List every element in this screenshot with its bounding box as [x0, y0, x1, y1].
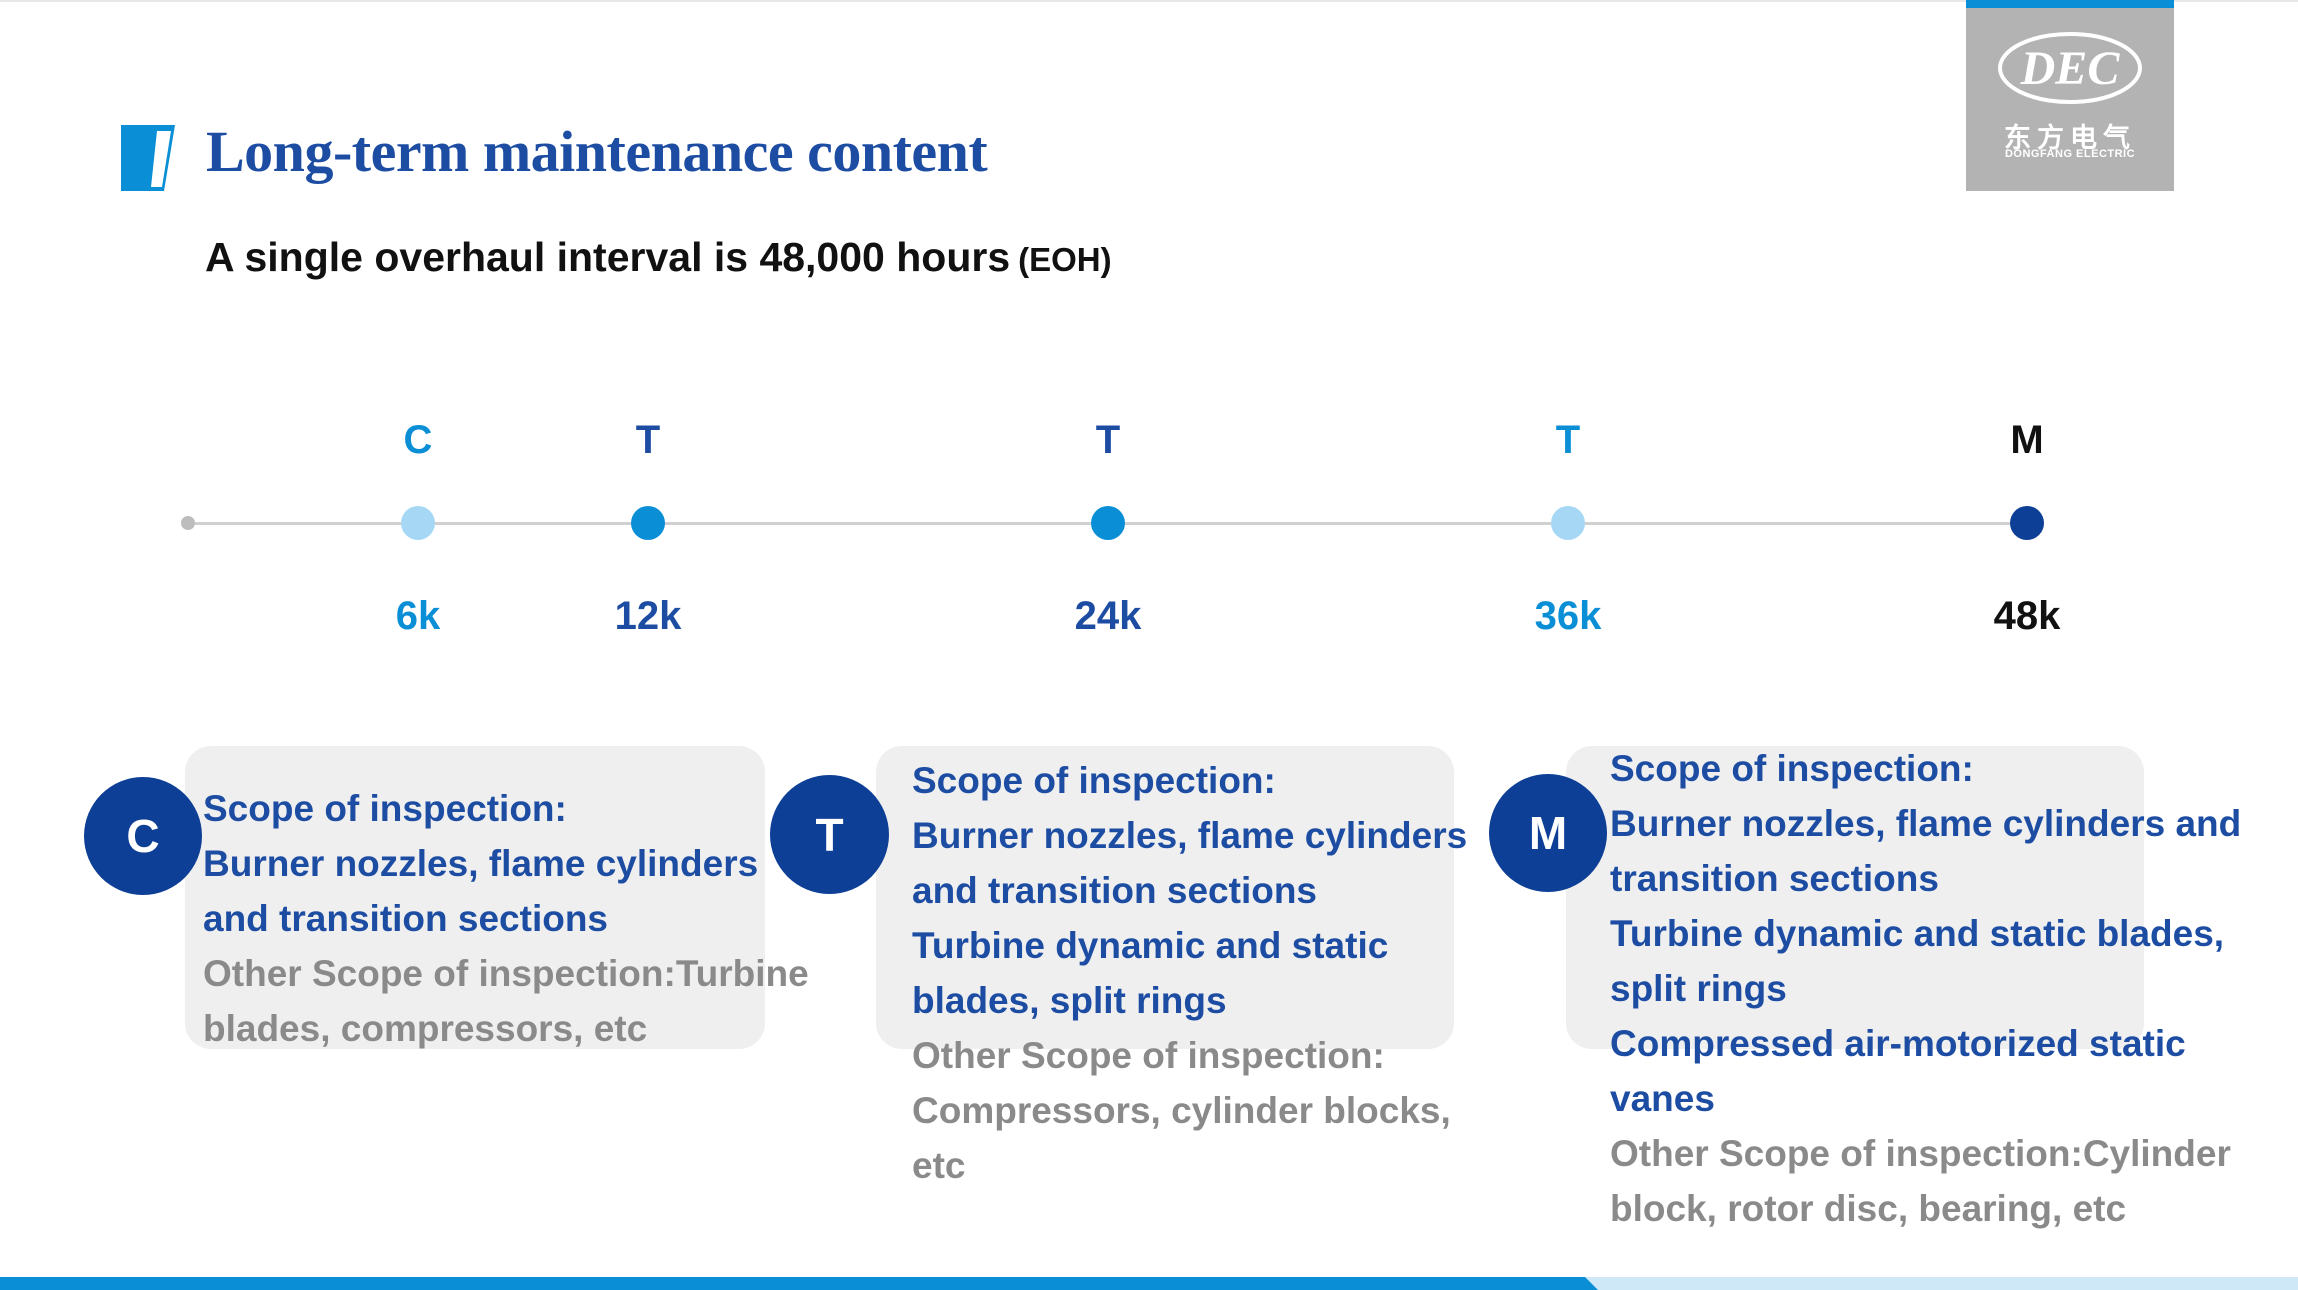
- timeline-hours: 48k: [1957, 594, 2097, 639]
- card-line: transition sections: [1610, 851, 2241, 906]
- logo-mark-text: DEC: [2020, 42, 2121, 95]
- card-m-text: Scope of inspection: Burner nozzles, flam…: [1610, 741, 2241, 1236]
- card-line: etc: [912, 1138, 1467, 1193]
- card-line: split rings: [1610, 961, 2241, 1016]
- timeline-hours: 36k: [1498, 594, 1638, 639]
- timeline-letter: T: [1508, 418, 1628, 463]
- card-line: Scope of inspection:: [203, 781, 809, 836]
- timeline-hours: 12k: [578, 594, 718, 639]
- card-line: Burner nozzles, flame cylinders and: [1610, 796, 2241, 851]
- card-line: Other Scope of inspection:Cylinder: [1610, 1126, 2241, 1181]
- subtitle-text: A single overhaul interval is 48,000 hou…: [205, 234, 1010, 280]
- timeline-hours: 6k: [348, 594, 488, 639]
- card-line: blades, compressors, etc: [203, 1001, 809, 1056]
- page-subtitle: A single overhaul interval is 48,000 hou…: [205, 234, 1112, 281]
- card-line: and transition sections: [203, 891, 809, 946]
- timeline-node: [401, 506, 435, 540]
- timeline-letter: T: [1048, 418, 1168, 463]
- timeline-letter: T: [588, 418, 708, 463]
- timeline-node: [631, 506, 665, 540]
- subtitle-note: (EOH): [1018, 241, 1112, 278]
- card-line: Burner nozzles, flame cylinders: [203, 836, 809, 891]
- logo-english-name: DONGFANG ELECTRIC: [1966, 148, 2174, 160]
- card-line: Turbine dynamic and static: [912, 918, 1467, 973]
- card-line: vanes: [1610, 1071, 2241, 1126]
- top-rule: [0, 0, 2298, 2]
- timeline-start-dot: [181, 516, 195, 530]
- card-line: Turbine dynamic and static blades,: [1610, 906, 2241, 961]
- bottom-accent-band: [0, 1274, 2298, 1290]
- card-line: Scope of inspection:: [912, 753, 1467, 808]
- page-title: Long-term maintenance content: [206, 118, 987, 185]
- timeline-node: [2010, 506, 2044, 540]
- card-line: Scope of inspection:: [1610, 741, 2241, 796]
- card-line: Other Scope of inspection:: [912, 1028, 1467, 1083]
- title-marker-icon: [121, 125, 175, 191]
- card-t-badge: T: [770, 775, 889, 894]
- card-line: Other Scope of inspection:Turbine: [203, 946, 809, 1001]
- card-m-badge: M: [1489, 774, 1607, 892]
- card-line: and transition sections: [912, 863, 1467, 918]
- card-line: Burner nozzles, flame cylinders: [912, 808, 1467, 863]
- card-c-text: Scope of inspection: Burner nozzles, flam…: [203, 781, 809, 1056]
- timeline-node: [1551, 506, 1585, 540]
- card-c-badge: C: [84, 777, 202, 895]
- timeline-letter: C: [358, 418, 478, 463]
- timeline-hours: 24k: [1038, 594, 1178, 639]
- card-line: blades, split rings: [912, 973, 1467, 1028]
- dongfang-logo: DEC 东方电气 DONGFANG ELECTRIC: [1966, 0, 2174, 191]
- dec-logo-mark-icon: DEC: [1966, 0, 2174, 120]
- card-line: Compressors, cylinder blocks,: [912, 1083, 1467, 1138]
- card-line: Compressed air-motorized static: [1610, 1016, 2241, 1071]
- timeline-node: [1091, 506, 1125, 540]
- card-line: block, rotor disc, bearing, etc: [1610, 1181, 2241, 1236]
- timeline-letter: M: [1967, 418, 2087, 463]
- card-t-text: Scope of inspection: Burner nozzles, flam…: [912, 753, 1467, 1193]
